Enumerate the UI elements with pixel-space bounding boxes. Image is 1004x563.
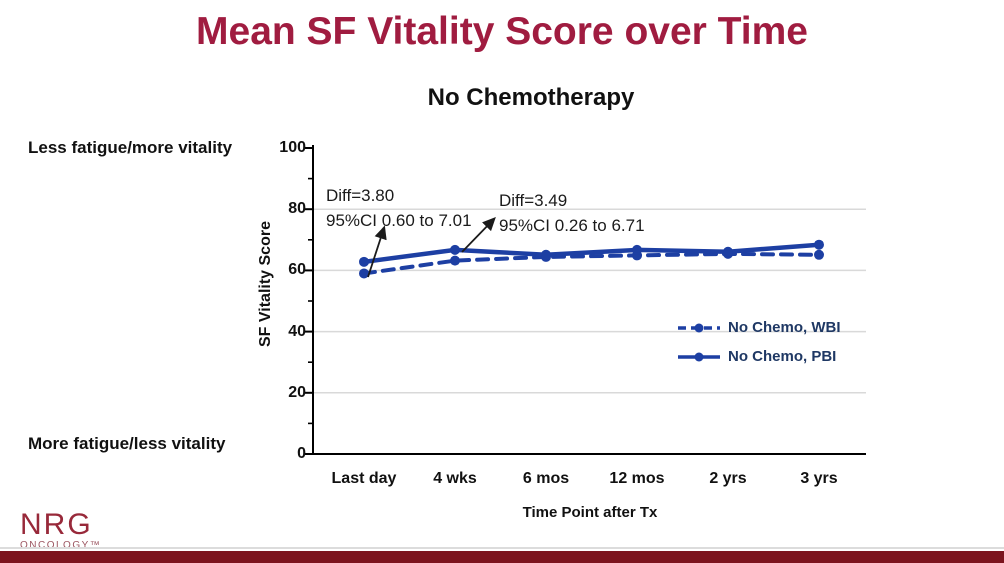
chart-legend: No Chemo, WBI No Chemo, PBI bbox=[676, 313, 841, 371]
nrg-oncology-logo: NRG ONCOLOGY™ bbox=[20, 508, 102, 552]
data-point-pbi-0 bbox=[359, 256, 369, 267]
data-point-wbi-0 bbox=[359, 268, 369, 279]
y-tick-label-80: 80 bbox=[288, 200, 306, 218]
annotation-4wks-ci: 95%CI 0.26 to 6.71 bbox=[499, 216, 645, 235]
x-axis-title: Time Point after Tx bbox=[522, 504, 658, 521]
legend-entry-pbi: No Chemo, PBI bbox=[676, 342, 841, 371]
slide-title: Mean SF Vitality Score over Time bbox=[196, 10, 808, 53]
annotation-lastday: Diff=3.80 95%CI 0.60 to 7.01 bbox=[326, 183, 472, 233]
gridlines bbox=[314, 208, 866, 394]
annotation-arrows bbox=[367, 217, 496, 278]
data-point-pbi-5 bbox=[814, 239, 824, 250]
legend-label: No Chemo, PBI bbox=[728, 348, 837, 365]
annotation-4wks-diff: Diff=3.49 bbox=[499, 191, 568, 210]
footer-accent-bar bbox=[0, 551, 1004, 563]
data-point-pbi-1 bbox=[450, 244, 460, 255]
data-series bbox=[359, 239, 824, 279]
y-tick-label-20: 20 bbox=[288, 383, 306, 401]
legend-dashed-line-icon bbox=[678, 323, 720, 332]
y-tick-label-60: 60 bbox=[288, 261, 306, 279]
x-tick-label-6: 3 yrs bbox=[800, 470, 838, 487]
annotation-4wks: Diff=3.49 95%CI 0.26 to 6.71 bbox=[499, 188, 645, 238]
y-direction-label-bottom: More fatigue/less vitality bbox=[28, 434, 226, 453]
logo-subtext: ONCOLOGY™ bbox=[20, 540, 102, 551]
y-tick-label-40: 40 bbox=[288, 322, 306, 340]
logo-text: NRG bbox=[20, 508, 93, 541]
legend-marker-sample bbox=[694, 323, 704, 332]
y-tick-label-0: 0 bbox=[297, 445, 306, 462]
data-point-pbi-4 bbox=[723, 246, 733, 257]
x-tick-label-1: Last day bbox=[331, 470, 397, 487]
data-point-pbi-3 bbox=[632, 244, 642, 255]
legend-solid-line-icon bbox=[678, 352, 720, 361]
legend-entry-wbi: No Chemo, WBI bbox=[676, 313, 841, 342]
footer-divider-line bbox=[0, 547, 1004, 549]
axes bbox=[305, 145, 866, 455]
y-direction-label-top: Less fatigue/more vitality bbox=[28, 138, 233, 157]
series-line-pbi bbox=[361, 242, 822, 265]
annotation-lastday-diff: Diff=3.80 bbox=[326, 186, 395, 205]
y-tick-label-100: 100 bbox=[279, 139, 306, 156]
series-line-wbi bbox=[362, 251, 821, 276]
x-tick-label-5: 2 yrs bbox=[709, 470, 747, 487]
legend-label: No Chemo, WBI bbox=[728, 319, 841, 336]
x-tick-label-2: 4 wks bbox=[433, 470, 477, 487]
annotation-lastday-ci: 95%CI 0.60 to 7.01 bbox=[326, 211, 472, 230]
legend-marker-sample bbox=[694, 352, 704, 361]
data-point-wbi-5 bbox=[814, 249, 824, 260]
data-point-wbi-1 bbox=[450, 255, 460, 266]
x-tick-label-4: 12 mos bbox=[609, 470, 665, 487]
x-tick-label-3: 6 mos bbox=[522, 470, 570, 487]
chart-title: No Chemotherapy bbox=[427, 84, 635, 111]
data-point-pbi-2 bbox=[541, 249, 551, 260]
